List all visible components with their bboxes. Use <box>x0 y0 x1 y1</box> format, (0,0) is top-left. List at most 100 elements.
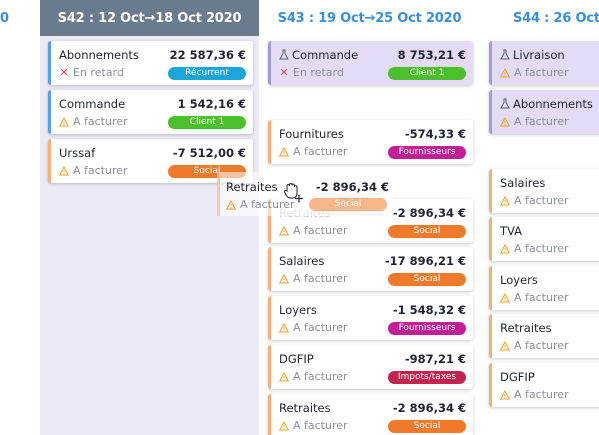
card-loyers[interactable]: Loyers -1 548,32 € A facturer Fournisseu… <box>268 296 473 340</box>
warning-icon <box>279 146 289 156</box>
column-header-s42[interactable]: S42 : 12 Oct→18 Oct 2020 <box>40 0 259 36</box>
card-status: A facturer <box>500 388 569 401</box>
column-title: S43 : 19 Oct→25 Oct 2020 <box>277 10 462 26</box>
status-label: A facturer <box>514 291 569 304</box>
column-header-s44[interactable]: S44 : 26 Oct <box>480 0 599 36</box>
card-name: Salaires <box>279 254 325 268</box>
card-status: A facturer <box>500 66 569 79</box>
card-name: Urssaf <box>59 146 96 160</box>
card-dgfip[interactable]: DGFIP A facturer <box>489 363 599 407</box>
card-name: Salaires <box>500 176 546 190</box>
status-label: A facturer <box>73 164 128 177</box>
card-loyers[interactable]: Loyers A facturer <box>489 266 599 310</box>
card-retraites-2[interactable]: Retraites -2 896,34 € A facturer Social <box>268 394 473 435</box>
status-label: A facturer <box>73 115 128 128</box>
card-amount: 8 753,21 € <box>397 48 466 62</box>
card-amount: 1 542,16 € <box>177 97 246 111</box>
card-retraites[interactable]: Retraites A facturer <box>489 314 599 358</box>
card-name: Commande <box>59 97 126 111</box>
card-status: A facturer <box>279 370 348 383</box>
column-s42: S42 : 12 Oct→18 Oct 2020 Abonnements 22 … <box>40 0 259 435</box>
card-amount: -2 896,34 € <box>392 401 466 415</box>
status-label: A facturer <box>514 388 569 401</box>
status-label: A facturer <box>293 419 348 432</box>
card-fournitures[interactable]: Fournitures -574,33 € A facturer Fournis… <box>268 120 473 164</box>
status-label: A facturer <box>514 339 569 352</box>
status-label: A facturer <box>514 194 569 207</box>
card-abonnements[interactable]: Abonnements 22 587,36 € ✕ En retard Récu… <box>48 41 253 85</box>
status-label: En retard <box>73 66 124 79</box>
warning-icon <box>500 116 510 126</box>
card-name: Commande <box>279 48 358 62</box>
card-status: A facturer <box>500 339 569 352</box>
status-label: A facturer <box>514 242 569 255</box>
card-name: Retraites <box>226 180 278 194</box>
card-status: A facturer <box>226 198 295 211</box>
warning-icon <box>500 292 510 302</box>
card-status: A facturer <box>279 272 348 285</box>
status-label: A facturer <box>514 115 569 128</box>
card-status: A facturer <box>279 224 348 237</box>
card-name: Loyers <box>279 303 317 317</box>
flask-icon <box>500 49 510 60</box>
warning-icon <box>500 243 510 253</box>
card-status: A facturer <box>59 115 128 128</box>
column-title: S42 : 12 Oct→18 Oct 2020 <box>57 10 242 26</box>
badge-social: Social <box>388 273 466 286</box>
card-amount: -574,33 € <box>404 127 466 141</box>
card-abonnements[interactable]: Abonnements A facturer <box>489 90 599 134</box>
status-label: A facturer <box>293 370 348 383</box>
card-status: ✕ En retard <box>59 66 124 79</box>
card-amount: 22 587,36 € <box>169 48 246 62</box>
card-tva[interactable]: TVA A facturer <box>489 217 599 261</box>
card-name: Retraites <box>500 321 552 335</box>
warning-icon <box>500 389 510 399</box>
card-name: Livraison <box>500 48 565 62</box>
card-name: DGFIP <box>500 370 535 384</box>
x-icon: ✕ <box>59 66 69 79</box>
card-amount: -17 896,21 € <box>384 254 466 268</box>
status-label: A facturer <box>240 198 295 211</box>
column-header-prev[interactable]: 0 <box>0 0 40 36</box>
badge-social: Social <box>388 225 466 238</box>
card-status: A facturer <box>279 321 348 334</box>
card-commande[interactable]: Commande 8 753,21 € ✕ En retard Client 1 <box>268 41 473 85</box>
card-name: Retraites <box>279 401 331 415</box>
warning-icon <box>226 199 236 209</box>
card-status: A facturer <box>500 242 569 255</box>
warning-icon <box>59 165 69 175</box>
warning-icon <box>500 67 510 77</box>
card-amount: -2 896,34 € <box>392 206 466 220</box>
dragged-card-retraites[interactable]: Retraites -2 896,34 € A facturer Social <box>217 172 393 216</box>
card-name: TVA <box>500 224 523 238</box>
warning-icon <box>500 195 510 205</box>
badge-recurrent: Récurrent <box>168 67 246 80</box>
card-amount: -7 512,00 € <box>172 146 246 160</box>
column-header-s43[interactable]: S43 : 19 Oct→25 Oct 2020 <box>259 0 480 36</box>
card-commande[interactable]: Commande 1 542,16 € A facturer Client 1 <box>48 90 253 134</box>
card-name: Abonnements <box>500 97 593 111</box>
card-status: A facturer <box>500 115 569 128</box>
card-livraison[interactable]: Livraison A facturer <box>489 41 599 85</box>
column-title: S44 : 26 Oct <box>513 10 599 26</box>
warning-icon <box>279 371 289 381</box>
status-label: A facturer <box>293 145 348 158</box>
drag-hand-cursor-icon <box>283 182 304 203</box>
flask-icon <box>279 49 289 60</box>
card-salaires[interactable]: Salaires -17 896,21 € A facturer Social <box>268 247 473 291</box>
card-salaires[interactable]: Salaires A facturer <box>489 169 599 213</box>
x-icon: ✕ <box>279 66 289 79</box>
status-label: A facturer <box>514 66 569 79</box>
status-label: En retard <box>293 66 344 79</box>
card-status: A facturer <box>59 164 128 177</box>
warning-icon <box>279 273 289 283</box>
badge-fournisseurs: Fournisseurs <box>388 146 466 159</box>
card-name: Abonnements <box>59 48 139 62</box>
card-name: DGFIP <box>279 352 314 366</box>
flask-icon <box>500 98 510 109</box>
card-amount: -2 896,34 € <box>315 180 389 194</box>
badge-social: Social <box>388 420 466 433</box>
status-label: A facturer <box>293 272 348 285</box>
card-status: A facturer <box>279 419 348 432</box>
card-dgfip[interactable]: DGFIP -987,21 € A facturer Impots/taxes <box>268 345 473 389</box>
